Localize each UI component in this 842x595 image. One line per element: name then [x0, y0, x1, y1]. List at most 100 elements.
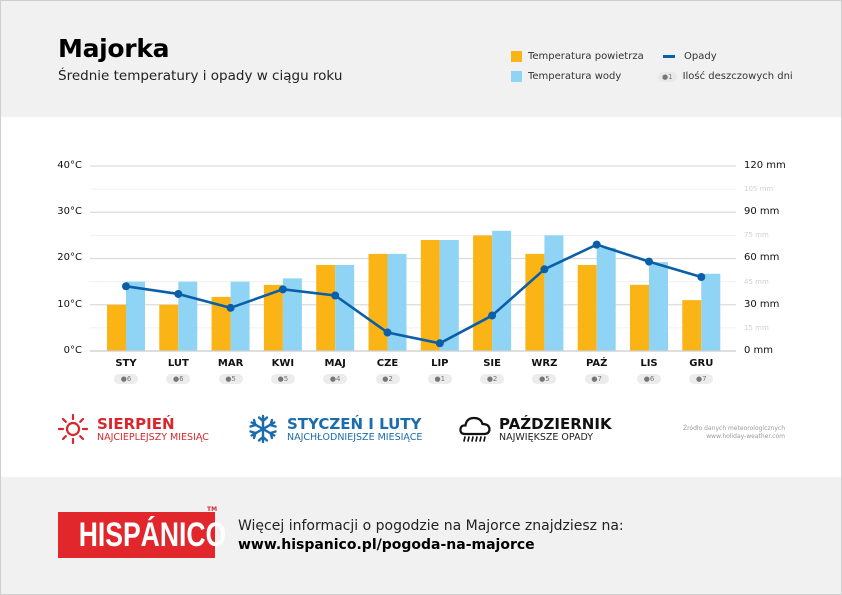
water-temp-bar — [335, 264, 355, 351]
rainy-days-badge: ●5 — [218, 374, 243, 384]
month-label: SIE — [483, 358, 501, 369]
month-label: CZE — [376, 358, 399, 369]
month-label: MAJ — [324, 358, 346, 369]
rain-point — [174, 289, 183, 298]
month-label: STY — [115, 358, 137, 369]
rain-point — [383, 328, 392, 337]
air-temp-bar — [263, 284, 283, 351]
hispanico-logo[interactable]: HISPÁNICO — [58, 512, 226, 558]
rain-point — [488, 311, 497, 320]
air-temp-bar — [420, 240, 440, 351]
month-label: WRZ — [531, 358, 558, 369]
air-temp-bar — [682, 300, 702, 351]
logo-text: HISPÁNICO — [78, 516, 227, 554]
rain-point — [592, 240, 601, 249]
rain-point — [331, 291, 340, 300]
legend-label: Opady — [684, 51, 717, 62]
rainy-days-badge: ●7 — [584, 374, 609, 384]
legend-label: Temperatura powietrza — [528, 51, 644, 62]
highlight-subtitle: NAJWIĘKSZE OPADY — [499, 431, 594, 443]
legend-water-temp: Temperatura wody — [511, 71, 621, 82]
rainy-days-badge: ●5 — [270, 374, 295, 384]
legend-label: Ilość deszczowych dni — [682, 71, 793, 82]
rainy-days-badge: ●7 — [689, 374, 714, 384]
rain-point — [278, 285, 287, 294]
water-temp-bar — [701, 273, 721, 351]
month-label: GRU — [689, 358, 714, 369]
water-temp-bar — [649, 262, 668, 351]
y-right-minor-tick: 75 mm — [744, 231, 769, 239]
rainy-days-badge: ●6 — [166, 374, 191, 384]
rainy-days-badge: ●6 — [637, 374, 661, 384]
more-info-text: Więcej informacji o pogodzie na Majorce … — [238, 518, 624, 534]
rainy-days-badge: ●5 — [532, 374, 557, 384]
month-label: KWI — [271, 358, 295, 369]
water-temp-bar — [126, 281, 145, 351]
trademark-mark: TM — [207, 506, 218, 513]
y-right-tick: 0 mm — [744, 345, 774, 356]
sun-icon — [58, 414, 88, 444]
highlight-title: PAŹDZIERNIK — [499, 414, 612, 433]
air-temp-bar — [577, 264, 597, 351]
data-source: Źródło danych meteorologicznych www.holi… — [640, 425, 785, 441]
rainy-days-badge: ●4 — [323, 374, 348, 384]
water-temp-bar — [230, 281, 250, 351]
highlight-wettest: PAŹDZIERNIK NAJWIĘKSZE OPADY — [459, 414, 612, 444]
snowflake-icon — [249, 414, 277, 444]
air-temp-bar — [630, 284, 649, 351]
legend-label: Temperatura wody — [528, 71, 622, 82]
rain-cloud-icon — [459, 416, 491, 442]
rain-point — [697, 273, 706, 281]
rainy-days-badge: ●2 — [375, 374, 400, 384]
y-right-tick: 90 mm — [744, 206, 780, 217]
header-band — [1, 1, 841, 117]
air-temp-bar — [211, 296, 231, 351]
air-temp-bar — [159, 304, 179, 351]
water-temp-bar — [387, 253, 407, 351]
pill-number: 1 — [668, 72, 673, 81]
air-temp-bar — [525, 253, 545, 351]
water-temp-bar — [544, 235, 564, 351]
page-subtitle: Średnie temperatury i opady w ciągu roku — [58, 68, 343, 84]
month-label: LIP — [431, 358, 449, 369]
rain-point — [226, 303, 235, 312]
highlight-subtitle: NAJCHŁODNIEJSZE MIESIĄCE — [287, 431, 423, 443]
month-label: MAR — [217, 358, 244, 369]
y-right-minor-tick: 105 mm — [744, 185, 774, 193]
month-label: LIS — [640, 358, 658, 369]
water-temp-bar — [282, 278, 302, 351]
rain-point — [645, 257, 653, 266]
more-info-link[interactable]: www.hispanico.pl/pogoda-na-majorce — [238, 537, 535, 553]
air-temp-bar — [368, 253, 388, 351]
y-right-minor-tick: 15 mm — [744, 324, 769, 332]
rainy-days-badge: ●6 — [114, 374, 138, 384]
air-temp-bar — [107, 304, 126, 351]
water-temp-swatch-icon — [511, 71, 522, 82]
legend-rain: Opady — [663, 51, 717, 62]
highlight-subtitle: NAJCIEPLEJSZY MIESIĄC — [97, 431, 209, 443]
y-right-tick: 120 mm — [744, 160, 786, 171]
highlight-title: STYCZEŃ I LUTY — [287, 414, 422, 433]
rain-point — [435, 339, 444, 348]
source-link[interactable]: www.holiday-weather.com — [706, 433, 785, 440]
source-label: Źródło danych meteorologicznych — [682, 425, 785, 432]
air-temp-bar — [316, 264, 336, 351]
rain-line-swatch-icon — [663, 55, 675, 58]
highlight-coldest: STYCZEŃ I LUTY NAJCHŁODNIEJSZE MIESIĄCE — [248, 414, 422, 444]
legend-air-temp: Temperatura powietrza — [511, 51, 644, 62]
highlight-title: SIERPIEŃ — [97, 414, 175, 433]
y-left-tick: 30°C — [57, 206, 82, 217]
y-right-tick: 30 mm — [744, 299, 780, 310]
rain-point — [540, 265, 549, 274]
page-title: Majorka — [58, 34, 170, 63]
y-right-tick: 60 mm — [744, 252, 780, 263]
rainy-days-badge: ●1 — [427, 374, 452, 384]
month-label: PAŹ — [585, 358, 608, 369]
legend-rainy-days: ●1 Ilość deszczowych dni — [658, 71, 793, 82]
raindrop-pill-icon: ●1 — [658, 71, 677, 82]
air-temp-swatch-icon — [511, 51, 522, 62]
rain-line — [125, 243, 702, 345]
water-temp-bar — [596, 247, 616, 351]
y-right-minor-tick: 45 mm — [744, 278, 769, 286]
